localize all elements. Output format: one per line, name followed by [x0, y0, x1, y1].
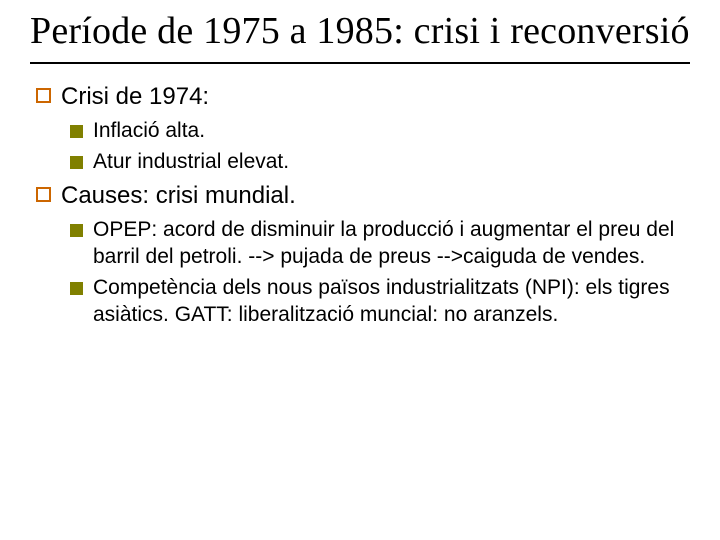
list-item: Atur industrial elevat. [70, 149, 690, 176]
bullet-open-icon [36, 187, 51, 202]
list-item: Competència dels nous països industriali… [70, 275, 690, 329]
list-item-text: Competència dels nous països industriali… [93, 275, 690, 329]
list-item-text: Causes: crisi mundial. [61, 181, 690, 211]
bullet-solid-icon [70, 156, 83, 169]
slide-body: Crisi de 1974: Inflació alta. Atur indus… [30, 82, 690, 329]
list-item-text: Crisi de 1974: [61, 82, 690, 112]
slide-title: Període de 1975 a 1985: crisi i reconver… [30, 10, 690, 60]
bullet-solid-icon [70, 125, 83, 138]
list-item-text: Inflació alta. [93, 118, 690, 145]
slide: Període de 1975 a 1985: crisi i reconver… [0, 0, 720, 540]
list-item: Crisi de 1974: [36, 82, 690, 112]
title-underline [30, 62, 690, 64]
list-item-text: Atur industrial elevat. [93, 149, 690, 176]
bullet-open-icon [36, 88, 51, 103]
list-item: Inflació alta. [70, 118, 690, 145]
bullet-solid-icon [70, 282, 83, 295]
list-item: OPEP: acord de disminuir la producció i … [70, 217, 690, 271]
list-item-text: OPEP: acord de disminuir la producció i … [93, 217, 690, 271]
bullet-solid-icon [70, 224, 83, 237]
list-item: Causes: crisi mundial. [36, 181, 690, 211]
